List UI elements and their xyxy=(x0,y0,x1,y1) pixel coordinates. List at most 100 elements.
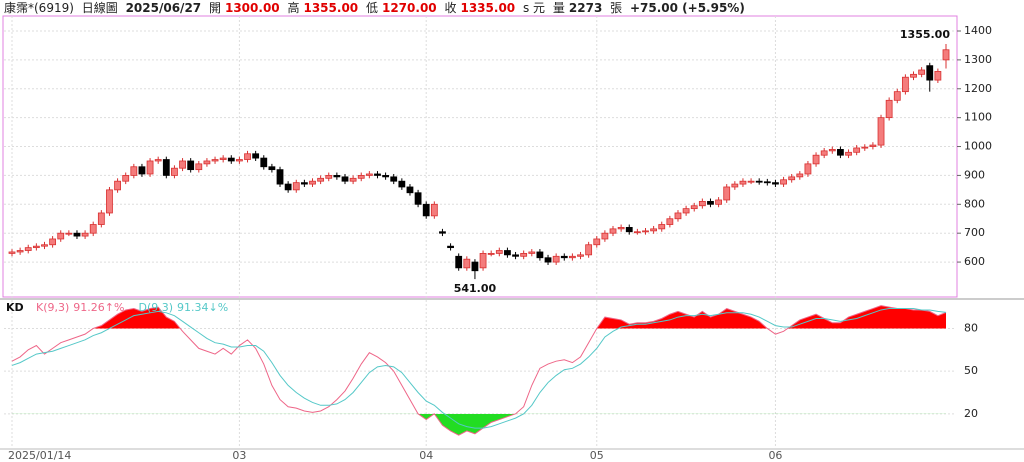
candle-body xyxy=(398,180,406,188)
price-frame xyxy=(2,15,958,298)
high: 1355.00 xyxy=(303,1,359,15)
volume-label: 量 xyxy=(552,1,565,15)
candle-body xyxy=(41,244,48,247)
candle-body xyxy=(16,250,24,253)
candle-body xyxy=(926,65,934,81)
candle-body xyxy=(601,232,609,240)
candle-body xyxy=(495,250,503,254)
y-tick-label: 900 xyxy=(964,168,985,181)
x-tick-label: 06 xyxy=(768,449,782,462)
candle-body xyxy=(146,160,154,175)
y-tick-label: 700 xyxy=(964,226,985,239)
candle-body xyxy=(430,203,438,217)
candle-body xyxy=(723,186,731,201)
candle-body xyxy=(560,255,568,259)
candle-body xyxy=(203,160,211,165)
y-tick-label: 600 xyxy=(964,255,985,268)
high-label: 高 xyxy=(287,1,300,15)
x-tick-label: 03 xyxy=(232,449,246,462)
y-tick-label: 1200 xyxy=(964,82,992,95)
min-annotation: 541.00 xyxy=(454,282,497,295)
candle-body xyxy=(179,160,186,169)
candle-body xyxy=(861,146,869,149)
kd-tick-label: 80 xyxy=(964,321,978,334)
candle-body xyxy=(569,255,576,259)
candle-body xyxy=(106,189,113,214)
candle-body xyxy=(918,69,926,75)
open-label: 開 xyxy=(208,1,221,15)
candle-body xyxy=(552,255,560,263)
close: 1335.00 xyxy=(460,1,516,15)
candle-body xyxy=(585,244,593,256)
candle-body xyxy=(341,176,349,182)
y-tick-label: 1000 xyxy=(964,140,992,153)
candle-body xyxy=(97,212,105,225)
candle-body xyxy=(942,49,950,61)
period: 日線圖 xyxy=(81,1,118,15)
max-annotation: 1355.00 xyxy=(900,28,950,41)
change: +75.00 (+5.95%) xyxy=(629,1,745,15)
candle-body xyxy=(414,192,422,205)
kd-title: KD xyxy=(6,301,24,314)
candle-body xyxy=(154,159,162,162)
kd-under-fill xyxy=(12,413,946,436)
candle-body xyxy=(162,159,170,176)
candle-body xyxy=(739,180,747,185)
candle-body xyxy=(252,153,260,159)
candle-body xyxy=(504,250,511,256)
candle-body xyxy=(236,159,243,162)
y-tick-label: 1300 xyxy=(964,53,992,66)
low: 1270.00 xyxy=(381,1,437,15)
candle-body xyxy=(309,180,316,185)
candle-body xyxy=(642,230,649,233)
close-label: 收 xyxy=(444,1,457,15)
candle-body xyxy=(276,169,284,185)
x-tick-label: 04 xyxy=(419,449,433,462)
candle-body xyxy=(698,201,706,207)
candle-body xyxy=(747,180,755,183)
unit: s 元 xyxy=(522,1,546,15)
candle-body xyxy=(666,218,674,225)
candle-body xyxy=(593,238,601,246)
candle-body xyxy=(625,227,633,233)
candle-body xyxy=(609,228,617,234)
candle-body xyxy=(853,147,861,153)
candle-body xyxy=(828,149,836,152)
candle-body xyxy=(195,163,203,171)
candle-body xyxy=(57,232,65,240)
candle-body xyxy=(707,201,714,205)
candle-body xyxy=(8,251,16,254)
candle-body xyxy=(674,212,682,220)
candle-body xyxy=(910,73,917,78)
candle-body xyxy=(536,251,544,259)
candle-body xyxy=(528,251,536,254)
candle-body xyxy=(901,76,909,93)
candle-body xyxy=(893,91,901,101)
stock-name: 康霈*(6919) xyxy=(4,1,74,15)
candle-body xyxy=(650,228,658,232)
candle-body xyxy=(73,232,81,237)
candle-body xyxy=(244,153,251,160)
legend-name: D(9,3) xyxy=(138,301,173,314)
candle-body xyxy=(845,151,852,156)
candle-body xyxy=(544,257,552,263)
candle-body xyxy=(89,224,97,234)
candle-body xyxy=(374,173,381,176)
header: 康霈*(6919) 日線圖 2025/06/27 開 1300.00 高 1355.… xyxy=(4,0,749,16)
candle-body xyxy=(187,160,195,171)
candle-body xyxy=(812,154,820,165)
candle-body xyxy=(81,232,89,237)
candle-body xyxy=(422,203,430,217)
candle-body xyxy=(32,245,40,249)
open: 1300.00 xyxy=(224,1,280,15)
candle-body xyxy=(300,182,308,185)
kd-tick-label: 50 xyxy=(964,364,978,377)
candle-body xyxy=(219,157,227,160)
candle-body xyxy=(122,175,130,182)
x-tick-label: 05 xyxy=(590,449,604,462)
candle-body xyxy=(227,157,235,162)
candle-body xyxy=(65,232,73,235)
legend-value: 91.34 xyxy=(177,301,209,314)
candle-body xyxy=(325,175,333,179)
